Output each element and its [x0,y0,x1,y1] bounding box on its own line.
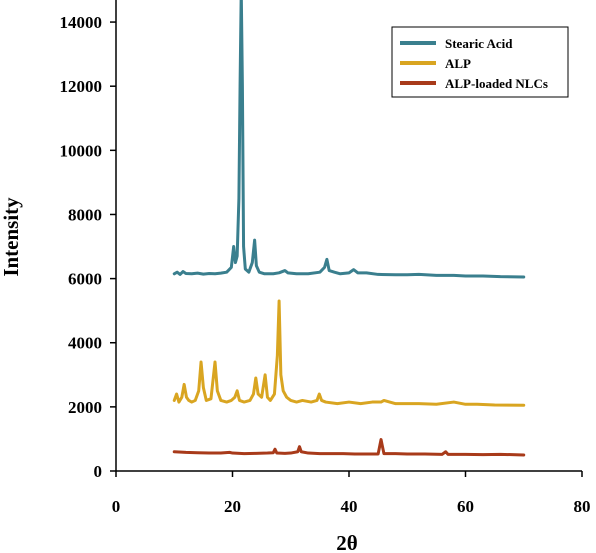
y-tick-label: 6000 [68,270,102,289]
y-tick-label: 14000 [60,13,103,32]
series-line-alp-loaded-nlcs [172,438,526,457]
x-tick-label: 0 [112,497,121,516]
ticks: 0 2000 4000 6000 8000 10000 12000 14000 0 20 40 60 8… [60,13,591,516]
series-line-alp [172,299,526,407]
series-line-stearic-acid [172,0,526,279]
series-layer [172,0,526,457]
y-axis-title: Intensity [0,197,23,277]
x-tick-label: 20 [224,497,241,516]
y-tick-label: 10000 [60,141,103,160]
y-tick-label: 4000 [68,334,102,353]
x-tick-label: 80 [574,497,591,516]
y-tick-label: 8000 [68,205,102,224]
x-axis-title: 2θ [336,531,358,553]
y-tick-label: 0 [94,462,103,481]
legend-label: Stearic Acid [445,36,513,51]
y-tick-label: 2000 [68,398,102,417]
y-tick-label: 12000 [60,77,103,96]
legend-label: ALP-loaded NLCs [445,76,548,91]
legend: Stearic Acid ALP ALP-loaded NLCs [391,26,569,98]
legend-label: ALP [445,56,471,71]
x-tick-label: 40 [341,497,358,516]
x-tick-label: 60 [457,497,474,516]
